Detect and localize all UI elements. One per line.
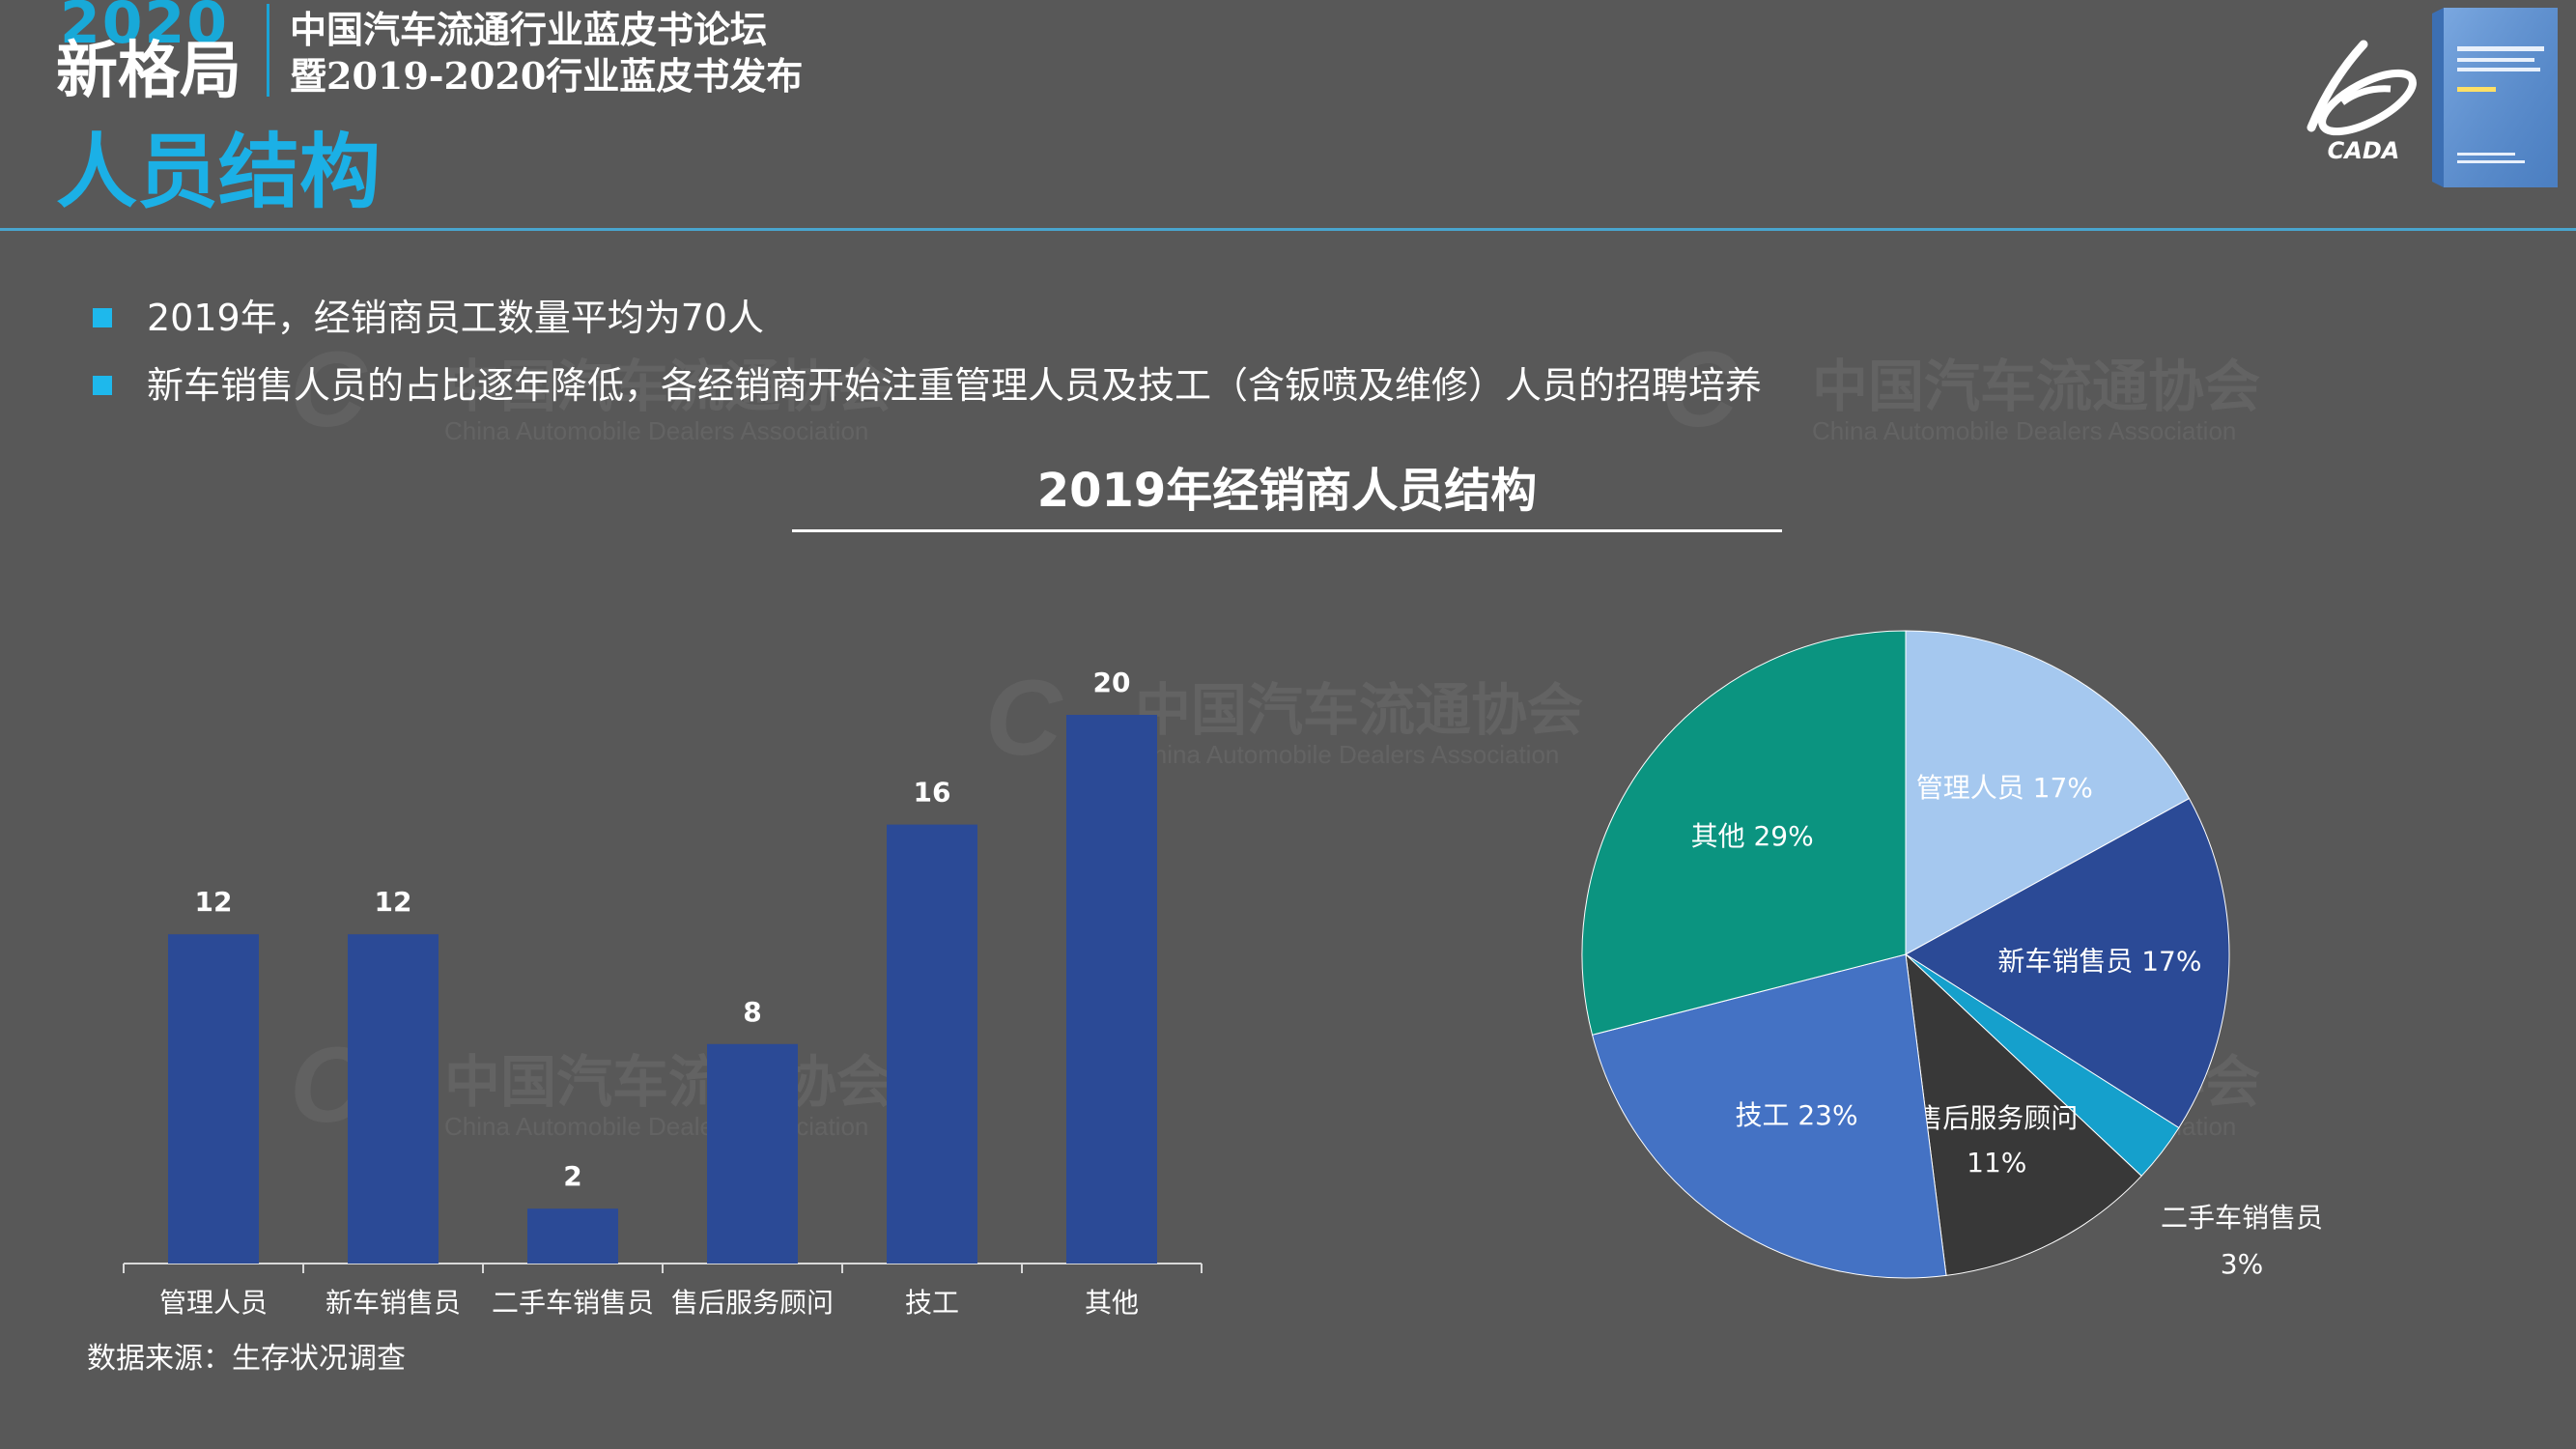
bar xyxy=(527,1208,618,1264)
forum-title-line2: 暨2019-2020行业蓝皮书发布 xyxy=(290,54,804,98)
bar xyxy=(348,934,439,1264)
bluebook-cover-image xyxy=(2432,8,2558,187)
bar-data-label: 12 xyxy=(375,886,412,918)
event-logo-word: 新格局 xyxy=(56,36,241,107)
slide-header: 2020 新格局 中国汽车流通行业蓝皮书论坛 暨2019-2020行业蓝皮书发布… xyxy=(0,0,2576,232)
watermark-logo-2: C xyxy=(1661,330,1739,449)
header-divider xyxy=(267,4,269,97)
watermark-cn: 中国汽车流通协会 xyxy=(1812,354,2261,419)
x-tick-label: 售后服务顾问 xyxy=(671,1287,834,1319)
watermark-logo-3: C xyxy=(985,659,1062,778)
bullet-text: 2019年，经销商员工数量平均为70人 xyxy=(147,297,765,339)
pie-label-value: 3% xyxy=(2221,1248,2263,1280)
watermark-1: 中国汽车流通协会 China Automobile Dealers Associ… xyxy=(444,357,892,446)
bar-data-label: 2 xyxy=(563,1160,581,1192)
watermark-en: China Automobile Dealers Association xyxy=(444,1111,869,1141)
x-tick-label: 其他 xyxy=(1085,1287,1139,1319)
watermark-3: 中国汽车流通协会 China Automobile Dealers Associ… xyxy=(1135,681,1583,770)
bullet-item: 新车销售人员的占比逐年降低，各经销商开始注重管理人员及技工（含钣喷及维修）人员的… xyxy=(93,367,1762,404)
pie-chart: 管理人员 17% 新车销售员 17% 二手车销售员 3% 售后服务顾问 11% 技工 23%… xyxy=(1581,630,2323,1280)
cada-logo: CADA xyxy=(2307,40,2417,164)
bar-chart: 12 管理人员 12 新车销售员 2 二手车销售员 8 售后服务顾问 16 技工 20 其他 xyxy=(123,667,1203,1319)
bar-data-label: 16 xyxy=(914,777,951,809)
x-tick-label: 新车销售员 xyxy=(326,1287,461,1319)
watermark-en: China Automobile Dealers Association xyxy=(1812,415,2237,445)
x-tick-label: 管理人员 xyxy=(159,1287,268,1319)
x-tick-label: 技工 xyxy=(905,1287,959,1319)
pie-slice xyxy=(1591,953,1947,1279)
watermark-cn: 中国汽车流通协会 xyxy=(444,1049,893,1115)
event-logo-year: 2020 xyxy=(60,0,229,57)
bar-data-label: 12 xyxy=(195,886,233,918)
pie-label: 售后服务顾问 xyxy=(1915,1102,2078,1134)
bar xyxy=(1066,715,1157,1264)
pie-label: 其他 29% xyxy=(1691,820,1814,852)
pie-label: 技工 23% xyxy=(1735,1099,1857,1131)
forum-title-line1: 中国汽车流通行业蓝皮书论坛 xyxy=(290,8,768,51)
bar xyxy=(887,824,977,1264)
chart-title: 2019年经销商人员结构 xyxy=(1036,464,1538,518)
bullet-square-icon xyxy=(93,376,112,395)
watermark-cn: 中国汽车流通协会 xyxy=(444,354,893,419)
bar xyxy=(707,1043,798,1264)
source-note: 数据来源：生存状况调查 xyxy=(87,1342,406,1376)
watermark-4: 中国汽车流通协会 China Automobile Dealers Associ… xyxy=(444,1053,892,1142)
watermark-en: China Automobile Dealers Association xyxy=(444,415,869,445)
bullet-item: 2019年，经销商员工数量平均为70人 xyxy=(93,299,764,336)
watermark-2: 中国汽车流通协会 China Automobile Dealers Associ… xyxy=(1812,357,2260,446)
bullet-square-icon xyxy=(93,308,112,327)
chart-title-underline xyxy=(792,529,1782,532)
bar-data-label: 8 xyxy=(743,996,761,1028)
pie-label-value: 11% xyxy=(1967,1147,2026,1179)
pie-slice xyxy=(1581,630,1907,1036)
pie-slice xyxy=(1905,952,2142,1276)
page-title: 人员结构 xyxy=(56,125,382,219)
watermark-en: China Automobile Dealers Association xyxy=(1135,739,1560,769)
pie-slice xyxy=(1905,797,2230,1129)
bar xyxy=(168,934,259,1264)
header-rule xyxy=(0,228,2576,231)
pie-label: 管理人员 17% xyxy=(1916,772,2093,804)
bullet-text: 新车销售人员的占比逐年降低，各经销商开始注重管理人员及技工（含钣喷及维修）人员的… xyxy=(147,364,1763,407)
pie-label: 二手车销售员 xyxy=(2161,1202,2323,1234)
pie-slice xyxy=(1905,630,2191,955)
watermark-cn: 中国汽车流通协会 xyxy=(1135,677,1584,743)
watermark-logo-1: C xyxy=(290,330,367,449)
bar-data-label: 20 xyxy=(1093,667,1131,698)
pie-label: 新车销售员 17% xyxy=(1997,945,2201,977)
cada-logo-text: CADA xyxy=(2328,137,2400,164)
x-tick-label: 二手车销售员 xyxy=(492,1287,654,1319)
